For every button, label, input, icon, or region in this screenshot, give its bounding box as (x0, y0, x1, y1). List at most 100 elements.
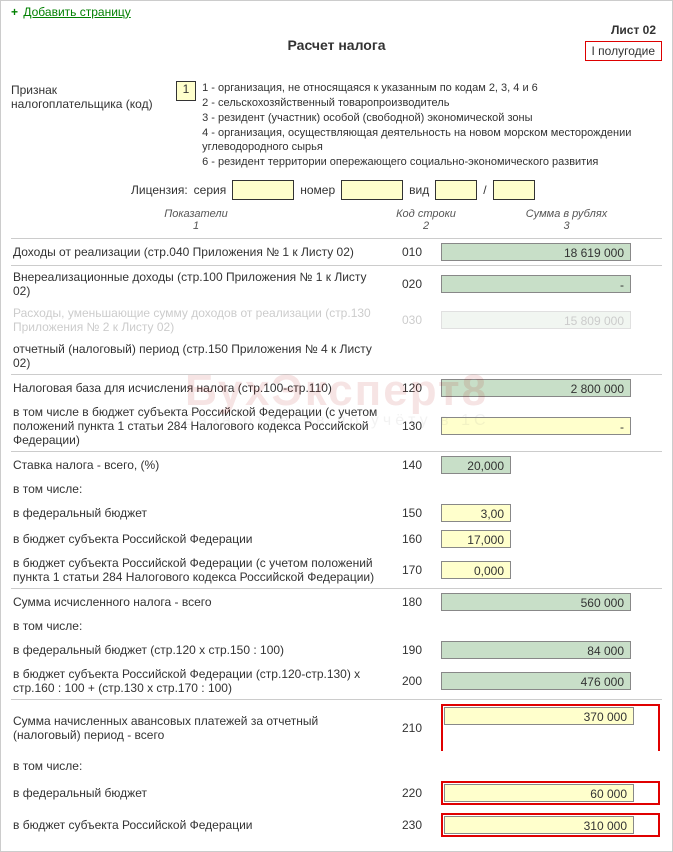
row-desc: в бюджет субъекта Российской Федерации (… (11, 663, 385, 700)
value-field[interactable]: 2 800 000 (441, 379, 631, 397)
table-row: Ставка налога - всего, (%)14020,000 (11, 452, 662, 478)
row-desc: Расходы, уменьшающие сумму доходов от ре… (11, 302, 385, 338)
license-label: Лицензия: (131, 183, 188, 197)
table-row: в федеральный бюджет1503,00 (11, 500, 662, 526)
table-row: Сумма исчисленного налога - всего180560 … (11, 589, 662, 615)
table-row: в бюджет субъекта Российской Федерации23… (11, 809, 662, 841)
row-value-cell (439, 338, 662, 375)
row-desc: в том числе: (11, 615, 385, 637)
taxpayer-row: Признак налогоплательщика (код) 1 1 - ор… (11, 81, 662, 170)
row-code: 150 (385, 500, 439, 526)
note-line: 3 - резидент (участник) особой (свободно… (202, 111, 662, 126)
row-value-cell: 310 000 (439, 809, 662, 841)
row-desc: в федеральный бюджет (11, 777, 385, 809)
column-headers: Показатели 1 Код строки 2 Сумма в рублях… (11, 208, 662, 232)
row-code (385, 755, 439, 777)
row-desc: в федеральный бюджет (стр.120 x стр.150 … (11, 637, 385, 663)
col3-num: 3 (471, 220, 662, 232)
note-line: 6 - резидент территории опережающего соц… (202, 155, 662, 170)
value-field[interactable]: 15 809 000 (441, 311, 631, 329)
table-row: в бюджет субъекта Российской Федерации16… (11, 526, 662, 552)
row-desc: Налоговая база для исчисления налога (ст… (11, 375, 385, 401)
row-desc: в федеральный бюджет (11, 500, 385, 526)
row-code: 220 (385, 777, 439, 809)
table-row: Доходы от реализации (стр.040 Приложения… (11, 239, 662, 266)
value-field[interactable]: - (441, 275, 631, 293)
row-value-cell: 17,000 (439, 526, 662, 552)
row-desc: Доходы от реализации (стр.040 Приложения… (11, 239, 385, 266)
license-series-input[interactable] (232, 180, 294, 200)
row-code: 020 (385, 266, 439, 302)
row-code: 140 (385, 452, 439, 478)
row-value-cell: 2 800 000 (439, 375, 662, 401)
table-row: Налоговая база для исчисления налога (ст… (11, 375, 662, 401)
row-desc: в том числе: (11, 755, 385, 777)
value-field[interactable]: 60 000 (444, 784, 634, 802)
period-box: I полугодие (585, 41, 662, 61)
sheet-label: Лист 02 (611, 23, 656, 37)
license-kind-input[interactable] (435, 180, 477, 200)
header-row: Расчет налога Лист 02 I полугодие (11, 23, 662, 73)
data-table: Доходы от реализации (стр.040 Приложения… (11, 238, 662, 841)
note-line: 2 - сельскохозяйственный товаропроизводи… (202, 96, 662, 111)
row-code: 210 (385, 700, 439, 755)
value-field[interactable]: 18 619 000 (441, 243, 631, 261)
row-desc: в бюджет субъекта Российской Федерации (… (11, 552, 385, 589)
row-desc: в бюджет субъекта Российской Федерации (11, 526, 385, 552)
license-series-label: серия (194, 183, 227, 197)
value-field[interactable]: 476 000 (441, 672, 631, 690)
row-value-cell: 370 000 (439, 700, 662, 755)
value-field[interactable]: 84 000 (441, 641, 631, 659)
taxpayer-label: Признак налогоплательщика (код) (11, 81, 170, 111)
row-desc: отчетный (налоговый) период (стр.150 При… (11, 338, 385, 375)
value-field[interactable]: 20,000 (441, 456, 511, 474)
row-desc: Сумма исчисленного налога - всего (11, 589, 385, 615)
row-desc: Сумма начисленных авансовых платежей за … (11, 700, 385, 755)
row-value-cell (439, 478, 662, 500)
add-page-row: + Добавить страницу (11, 5, 662, 19)
row-code (385, 338, 439, 375)
row-value-cell: - (439, 401, 662, 452)
table-row: в том числе: (11, 755, 662, 777)
row-desc: в бюджет субъекта Российской Федерации (11, 809, 385, 841)
value-field[interactable]: 370 000 (444, 707, 634, 725)
license-number-input[interactable] (341, 180, 403, 200)
row-desc: в том числе: (11, 478, 385, 500)
table-row: отчетный (налоговый) период (стр.150 При… (11, 338, 662, 375)
row-value-cell: 0,000 (439, 552, 662, 589)
license-kind2-input[interactable] (493, 180, 535, 200)
license-row: Лицензия: серия номер вид / (131, 180, 662, 200)
row-code: 030 (385, 302, 439, 338)
table-row: Внереализационные доходы (стр.100 Прилож… (11, 266, 662, 302)
col1-num: 1 (11, 220, 381, 232)
add-page-link[interactable]: Добавить страницу (23, 5, 130, 19)
taxpayer-code[interactable]: 1 (176, 81, 196, 101)
value-field[interactable]: 0,000 (441, 561, 511, 579)
value-field[interactable]: - (441, 417, 631, 435)
row-code: 170 (385, 552, 439, 589)
row-value-cell (439, 615, 662, 637)
row-code: 010 (385, 239, 439, 266)
value-field[interactable]: 17,000 (441, 530, 511, 548)
row-desc: Ставка налога - всего, (%) (11, 452, 385, 478)
value-field[interactable]: 560 000 (441, 593, 631, 611)
row-code: 160 (385, 526, 439, 552)
row-value-cell: 20,000 (439, 452, 662, 478)
table-row: в федеральный бюджет220 60 000 (11, 777, 662, 809)
license-slash: / (483, 183, 486, 197)
row-code: 190 (385, 637, 439, 663)
row-value-cell: 15 809 000 (439, 302, 662, 338)
row-value-cell (439, 755, 662, 777)
row-value-cell: 3,00 (439, 500, 662, 526)
value-field[interactable]: 310 000 (444, 816, 634, 834)
table-row: в том числе: (11, 478, 662, 500)
table-row: в том числе в бюджет субъекта Российской… (11, 401, 662, 452)
page-title: Расчет налога (11, 23, 662, 53)
row-code: 230 (385, 809, 439, 841)
row-desc: Внереализационные доходы (стр.100 Прилож… (11, 266, 385, 302)
license-number-label: номер (300, 183, 335, 197)
value-field[interactable]: 3,00 (441, 504, 511, 522)
form-container: + Добавить страницу Расчет налога Лист 0… (0, 0, 673, 852)
row-code: 130 (385, 401, 439, 452)
row-value-cell: 84 000 (439, 637, 662, 663)
